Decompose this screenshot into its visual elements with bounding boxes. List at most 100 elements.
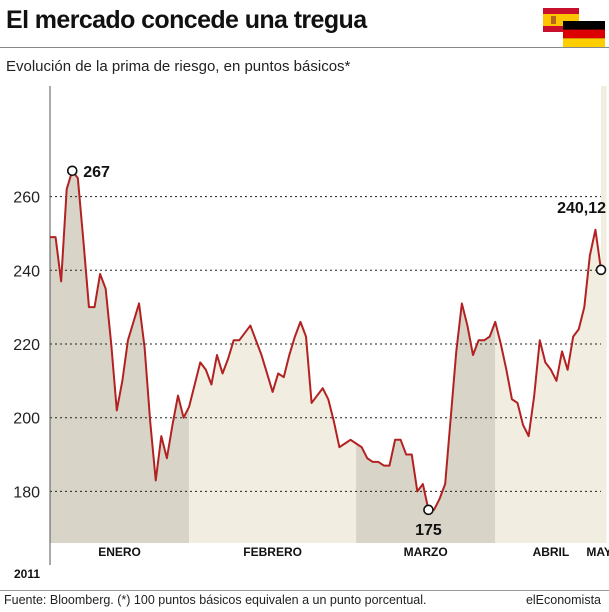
footer-divider	[0, 590, 609, 591]
data-point	[361, 446, 363, 448]
data-point	[316, 395, 318, 397]
data-point	[411, 454, 413, 456]
data-point	[227, 358, 229, 360]
chart-title: El mercado concede una tregua	[6, 6, 367, 34]
data-point	[350, 439, 352, 441]
data-point	[444, 483, 446, 485]
data-point	[584, 306, 586, 308]
source-note: Fuente: Bloomberg. (*) 100 puntos básico…	[4, 593, 427, 607]
data-point	[506, 369, 508, 371]
year-label: 2011	[14, 567, 40, 581]
data-point	[261, 354, 263, 356]
data-point	[550, 369, 552, 371]
data-point	[300, 321, 302, 323]
data-point	[511, 398, 513, 400]
data-point	[266, 373, 268, 375]
data-point	[66, 188, 68, 190]
month-label-enero: ENERO	[98, 545, 141, 559]
data-point	[283, 376, 285, 378]
data-point	[450, 417, 452, 419]
data-point	[60, 281, 62, 283]
data-point	[77, 177, 79, 179]
data-point	[366, 457, 368, 459]
data-point	[199, 362, 201, 364]
data-point	[188, 406, 190, 408]
data-point	[595, 229, 597, 231]
data-point	[289, 354, 291, 356]
data-point	[389, 465, 391, 467]
data-point	[255, 339, 257, 341]
annotation-marker-min	[423, 504, 434, 516]
data-point	[533, 395, 535, 397]
data-point	[439, 498, 441, 500]
data-point	[556, 380, 558, 382]
data-point	[138, 303, 140, 305]
data-point	[400, 439, 402, 441]
germany-flag-icon	[563, 21, 605, 47]
data-point	[539, 339, 541, 341]
y-tick-label-200: 200	[13, 411, 40, 428]
data-point	[216, 354, 218, 356]
data-point	[455, 351, 457, 353]
annotation-marker-last	[595, 264, 607, 276]
data-point	[517, 402, 519, 404]
data-point	[311, 402, 313, 404]
data-point	[567, 369, 569, 371]
data-point	[149, 421, 151, 423]
data-point	[461, 303, 463, 305]
annotation-marker-max	[66, 165, 78, 177]
spain-germany-flags-icon	[543, 8, 605, 47]
y-tick-label-260: 260	[13, 190, 40, 207]
data-point	[205, 369, 207, 371]
data-point	[183, 417, 185, 419]
data-point	[305, 336, 307, 338]
data-point	[478, 339, 480, 341]
data-point	[372, 461, 374, 463]
chart-subtitle: Evolución de la prima de riesgo, en punt…	[6, 58, 351, 75]
data-point	[327, 398, 329, 400]
data-point	[277, 373, 279, 375]
data-point	[344, 443, 346, 445]
data-point	[272, 391, 274, 393]
data-point	[211, 384, 213, 386]
data-point	[528, 435, 530, 437]
data-point	[589, 255, 591, 257]
data-point	[155, 480, 157, 482]
data-point	[55, 236, 57, 238]
area-mask	[50, 86, 601, 510]
data-point	[394, 439, 396, 441]
data-point	[355, 443, 357, 445]
data-point	[383, 465, 385, 467]
data-point	[127, 339, 129, 341]
data-point	[166, 457, 168, 459]
data-point	[572, 336, 574, 338]
data-point	[339, 446, 341, 448]
series-line	[50, 169, 602, 511]
data-point	[133, 321, 135, 323]
data-point	[222, 373, 224, 375]
data-point	[483, 339, 485, 341]
data-point	[110, 343, 112, 345]
month-label-abril: ABRIL	[533, 545, 570, 559]
data-point	[161, 435, 163, 437]
header-divider	[0, 47, 609, 48]
data-point	[94, 306, 96, 308]
data-point	[472, 354, 474, 356]
data-point	[144, 347, 146, 349]
data-point	[233, 339, 235, 341]
data-point	[122, 380, 124, 382]
data-point	[88, 306, 90, 308]
data-point	[545, 362, 547, 364]
data-point	[378, 461, 380, 463]
data-point	[333, 421, 335, 423]
annotation-label-min: 175	[415, 522, 442, 539]
data-point	[294, 336, 296, 338]
data-point	[405, 454, 407, 456]
data-point	[500, 343, 502, 345]
data-point	[561, 351, 563, 353]
data-point	[244, 332, 246, 334]
y-tick-label-180: 180	[13, 484, 40, 501]
data-point	[83, 240, 85, 242]
y-tick-label-220: 220	[13, 337, 40, 354]
month-label-mayo: MAYO	[586, 545, 609, 559]
